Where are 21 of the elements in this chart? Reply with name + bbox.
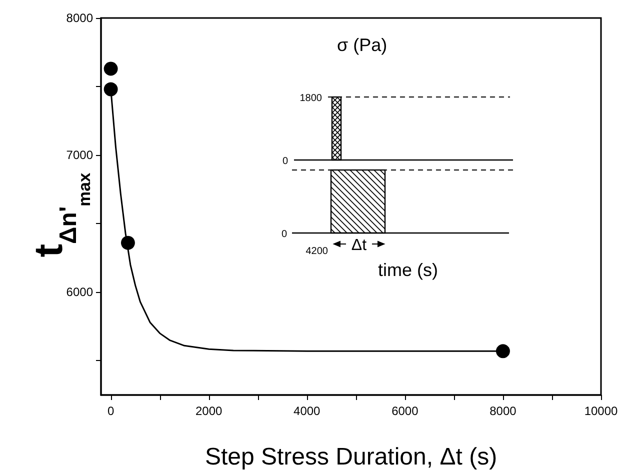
point: [120, 236, 135, 250]
x-tick-label: 0: [107, 404, 114, 418]
point: [104, 62, 118, 76]
annotation: 4200: [306, 246, 328, 257]
x-tick-label: 8000: [490, 404, 517, 418]
annotation: 1800: [300, 93, 322, 104]
point: [496, 344, 510, 358]
x-tick-label: 6000: [392, 404, 419, 418]
annotation: 0: [281, 229, 288, 240]
y-tick-label: 8000: [66, 11, 94, 25]
x-tick-label: 10000: [584, 404, 618, 418]
x-axis-title: Step Stress Duration, Δt (s): [204, 444, 498, 470]
x-tick-label: 4000: [294, 404, 321, 418]
annotation: Δt: [351, 237, 368, 254]
y-tick-label: 6000: [66, 285, 94, 300]
point: [104, 82, 118, 96]
annotation: time (s): [378, 260, 438, 280]
y-tick-label: 7000: [66, 148, 94, 162]
x-tick-label: 2000: [195, 404, 223, 418]
annotation: σ (Pa): [337, 35, 388, 55]
annotation: 0: [282, 156, 288, 167]
